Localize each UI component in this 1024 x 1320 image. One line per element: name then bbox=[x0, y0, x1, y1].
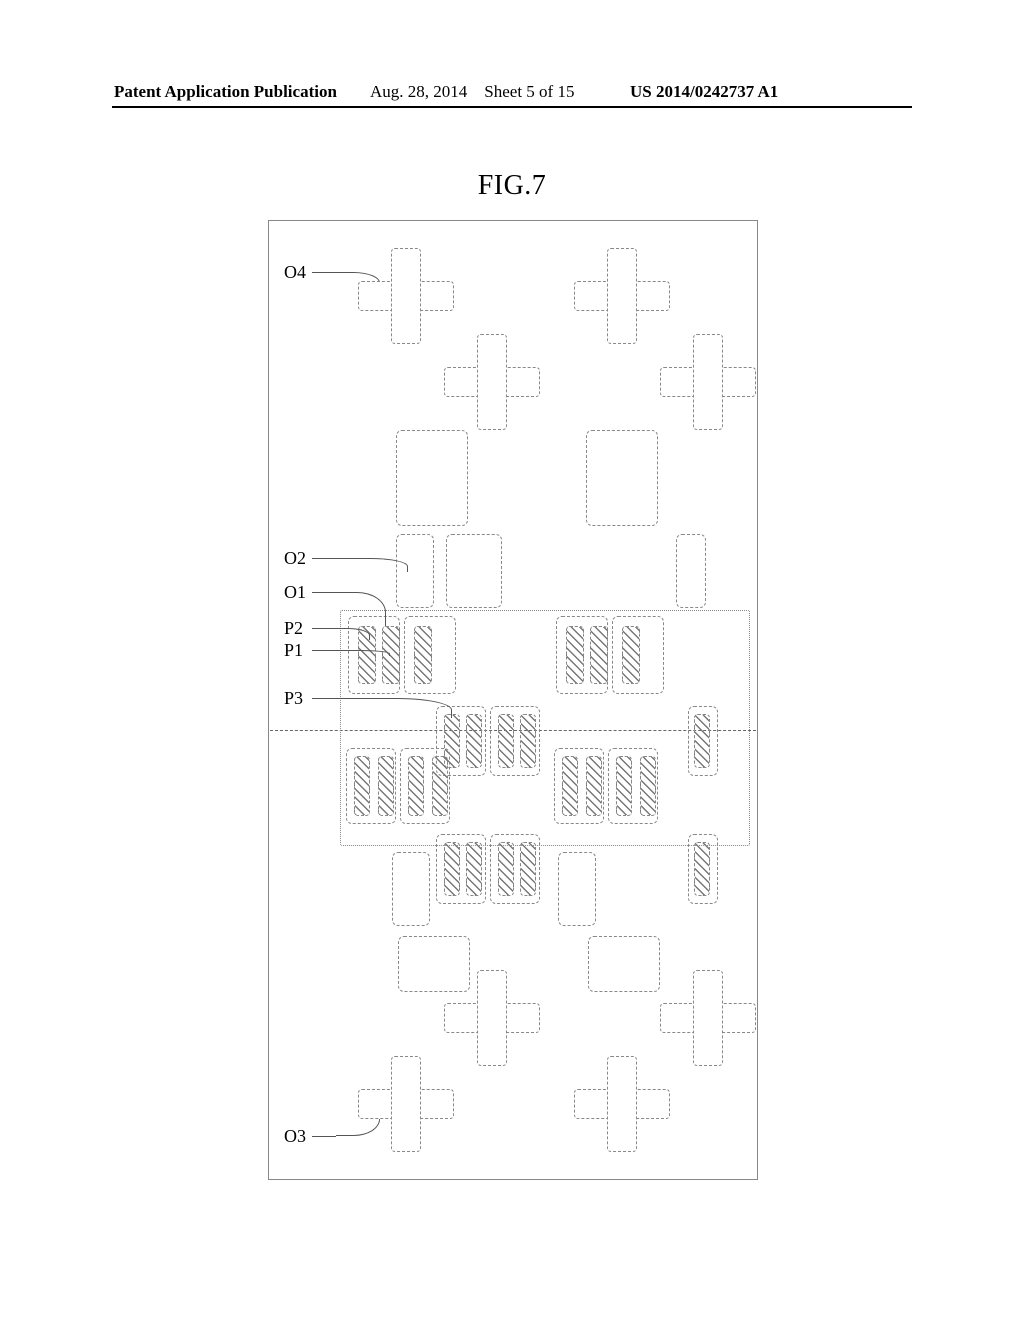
hatch-bar bbox=[520, 842, 536, 896]
plus-mark bbox=[574, 248, 670, 344]
leader-line bbox=[312, 592, 338, 593]
ref-label-O3: O3 bbox=[284, 1126, 306, 1147]
overlay-hatch bbox=[622, 626, 640, 684]
leader-line bbox=[312, 698, 361, 699]
ref-label-O2: O2 bbox=[284, 548, 306, 569]
overlay-hatch bbox=[566, 626, 584, 684]
ref-label-O4: O4 bbox=[284, 262, 306, 283]
ref-label-P2: P2 bbox=[284, 618, 303, 639]
ref-label-O1: O1 bbox=[284, 582, 306, 603]
hatch-bar bbox=[520, 714, 536, 768]
hatch-bar bbox=[444, 842, 460, 896]
leader-curve bbox=[339, 650, 390, 656]
leader-curve bbox=[346, 558, 408, 572]
ref-label-P3: P3 bbox=[284, 688, 303, 709]
header-sheet: Sheet 5 of 15 bbox=[484, 82, 574, 101]
outline-rect-large bbox=[398, 936, 470, 992]
outline-rect-med bbox=[558, 852, 596, 926]
leader-curve bbox=[332, 628, 370, 640]
leader-line bbox=[312, 272, 336, 273]
hatch-bar bbox=[378, 756, 394, 816]
hatch-bar bbox=[694, 842, 710, 896]
header-date: Aug. 28, 2014 bbox=[370, 82, 467, 101]
plus-mark bbox=[358, 248, 454, 344]
hatch-bar bbox=[498, 842, 514, 896]
hatch-bar bbox=[408, 756, 424, 816]
hatch-bar bbox=[586, 756, 602, 816]
leader-line bbox=[312, 650, 339, 651]
hatch-bar bbox=[616, 756, 632, 816]
hatch-bar bbox=[562, 756, 578, 816]
plus-mark bbox=[358, 1056, 454, 1152]
header-rule bbox=[112, 106, 912, 108]
figure-7: O4 O2 O1 P2P1 P3 O3 bbox=[268, 220, 758, 1180]
outline-rect-large bbox=[586, 430, 658, 526]
plus-mark bbox=[444, 334, 540, 430]
plus-mark bbox=[574, 1056, 670, 1152]
outline-rect-med bbox=[392, 852, 430, 926]
hatch-bar bbox=[432, 756, 448, 816]
outline-rect-med bbox=[676, 534, 706, 608]
header-date-sheet: Aug. 28, 2014 Sheet 5 of 15 bbox=[370, 82, 574, 102]
figure-title: FIG.7 bbox=[0, 170, 1024, 202]
plus-mark bbox=[660, 970, 756, 1066]
patent-page: Patent Application Publication Aug. 28, … bbox=[0, 0, 1024, 1320]
hatch-bar bbox=[498, 714, 514, 768]
header-pub-number: US 2014/0242737 A1 bbox=[630, 82, 778, 102]
ref-label-P1: P1 bbox=[284, 640, 303, 661]
hatch-bar bbox=[466, 714, 482, 768]
plus-mark bbox=[660, 334, 756, 430]
leader-line bbox=[312, 558, 346, 559]
hatch-bar bbox=[354, 756, 370, 816]
leader-line bbox=[312, 1136, 336, 1137]
leader-line bbox=[312, 628, 332, 629]
outline-rect-med bbox=[446, 534, 502, 608]
outline-rect-large bbox=[396, 430, 468, 526]
overlay-hatch bbox=[414, 626, 432, 684]
page-header: Patent Application Publication Aug. 28, … bbox=[0, 82, 1024, 106]
outline-rect-large bbox=[588, 936, 660, 992]
overlay-hatch bbox=[590, 626, 608, 684]
hatch-bar bbox=[694, 714, 710, 768]
header-pub-type: Patent Application Publication bbox=[114, 82, 337, 102]
hatch-bar bbox=[640, 756, 656, 816]
hatch-bar bbox=[466, 842, 482, 896]
